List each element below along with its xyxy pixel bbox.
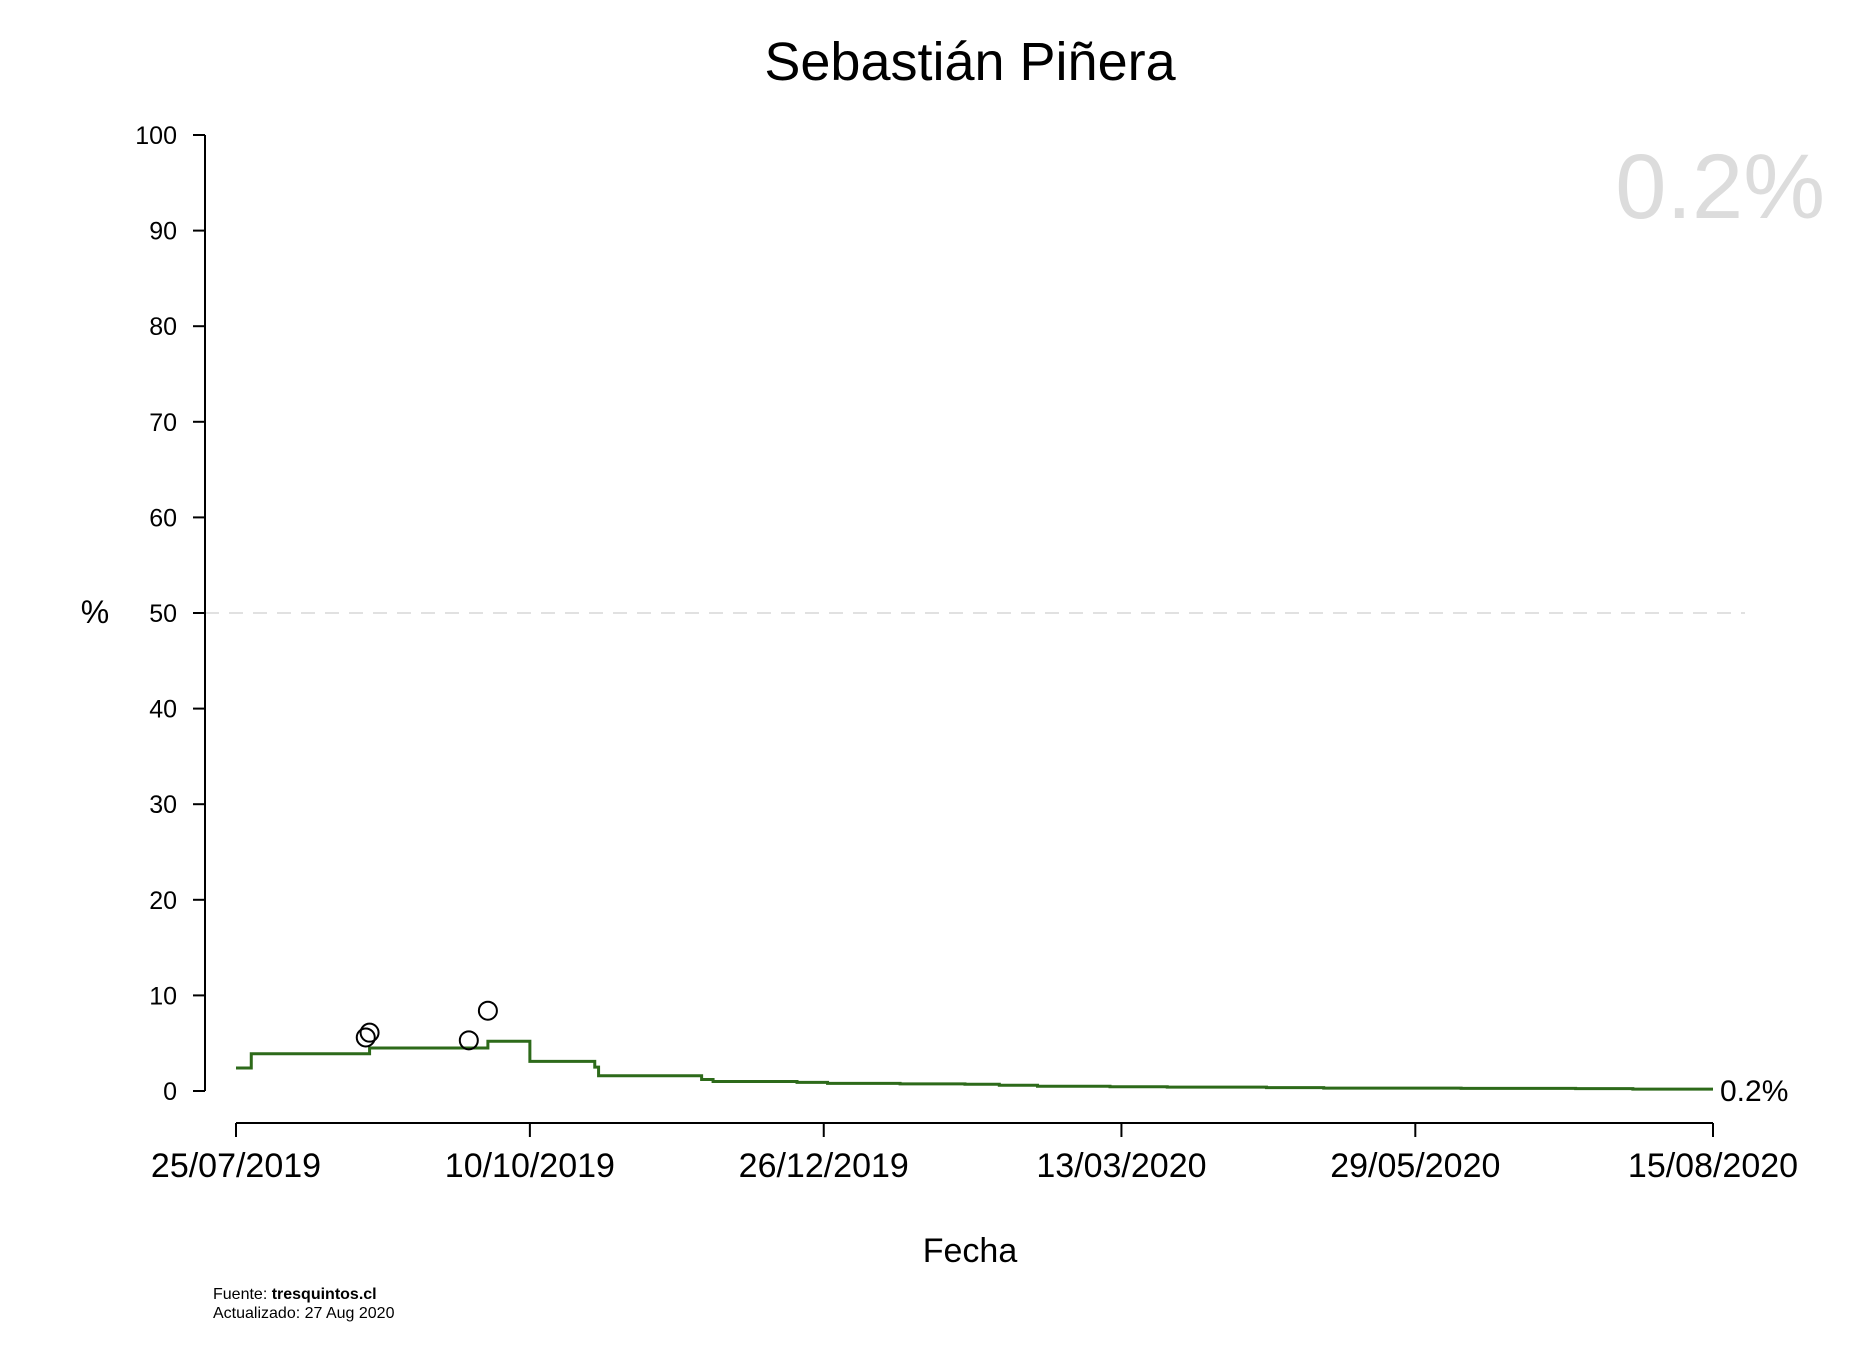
poll-point [355,1027,376,1048]
x-tick-label: 26/12/2019 [739,1147,909,1185]
x-tick-label: 25/07/2019 [151,1147,321,1185]
x-tick-label: 10/10/2019 [445,1147,615,1185]
footer: Fuente: tresquintos.cl Actualizado: 27 A… [213,1285,394,1323]
y-tick-label: 20 [149,887,177,915]
poll-point [458,1030,479,1051]
chart-title: Sebastián Piñera [764,32,1176,92]
y-tick-label: 0 [163,1078,177,1106]
y-tick-label: 40 [149,696,177,724]
y-tick-label: 30 [149,791,177,819]
y-tick-label: 60 [149,504,177,532]
x-tick-label: 29/05/2020 [1330,1147,1500,1185]
x-axis-label: Fecha [923,1232,1018,1270]
end-value-label: 0.2% [1720,1075,1788,1108]
y-tick-label: 50 [149,600,177,628]
footer-source: Fuente: tresquintos.cl [213,1285,394,1304]
poll-point [359,1022,380,1043]
y-tick-label: 90 [149,218,177,246]
y-tick-label: 70 [149,409,177,437]
y-tick-label: 10 [149,982,177,1010]
x-tick-label: 13/03/2020 [1036,1147,1206,1185]
footer-source-link[interactable]: tresquintos.cl [271,1286,377,1303]
footer-source-prefix: Fuente: [213,1286,272,1303]
y-axis-label: % [81,594,109,630]
big-value-label: 0.2% [1615,136,1825,238]
step-line [236,1039,1713,1091]
footer-updated: Actualizado: 27 Aug 2020 [213,1305,395,1322]
y-tick-label: 100 [135,122,177,150]
poll-point [477,1000,498,1021]
y-tick-label: 80 [149,313,177,341]
x-tick-label: 15/08/2020 [1628,1147,1798,1185]
